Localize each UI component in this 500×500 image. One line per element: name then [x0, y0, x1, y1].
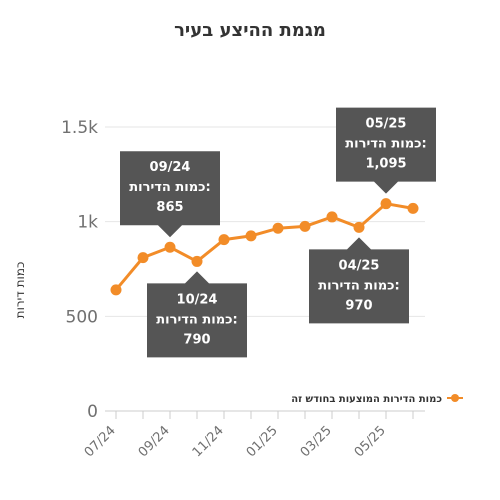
data-point	[137, 252, 149, 264]
x-tick-label: 05/25	[352, 423, 389, 460]
callout-value: 865	[156, 200, 183, 215]
callout-box	[309, 237, 409, 324]
data-point	[380, 198, 392, 210]
callouts: 09/24 כמות הדירות: 865 10/24 כמות הדירות: 790…	[120, 107, 436, 358]
x-tick-label: 07/24	[82, 423, 119, 460]
callout: 04/25 כמות הדירות: 970	[309, 237, 409, 324]
legend-label: כמות הדירות המוצעות בחודש זה	[291, 394, 442, 405]
data-point	[353, 221, 365, 233]
callout-label: כמות הדירות:	[318, 278, 399, 293]
callout-label: כמות הדירות:	[129, 180, 210, 195]
chart-title: מגמת ההיצע בעיר	[174, 20, 326, 41]
callout-box	[120, 151, 220, 238]
callout-label: כמות הדירות:	[156, 312, 237, 327]
callout-box	[147, 271, 247, 358]
callout-value: 790	[183, 332, 210, 347]
callout-value: 1,095	[365, 157, 406, 172]
data-point	[191, 255, 203, 267]
data-point	[164, 241, 176, 253]
series-group	[110, 198, 419, 296]
x-tick-label: 03/25	[298, 423, 335, 460]
callout-date: 04/25	[339, 258, 380, 273]
callout: 05/25 כמות הדירות: 1,095	[336, 107, 436, 194]
data-point	[326, 211, 338, 223]
legend[interactable]: כמות הדירות המוצעות בחודש זה	[291, 394, 463, 405]
data-point	[272, 222, 284, 234]
callout-date: 10/24	[177, 292, 218, 307]
x-tick-label: 11/24	[190, 423, 227, 460]
callout: 09/24 כמות הדירות: 865	[120, 151, 220, 238]
y-tick-label: 500	[66, 307, 98, 327]
callout-date: 05/25	[366, 117, 407, 132]
callout-date: 09/24	[150, 160, 191, 175]
y-tick-label: 1.5k	[61, 118, 98, 138]
callout-box	[336, 107, 436, 194]
y-axis-ticks: 0 500 1k 1.5k	[61, 118, 98, 422]
callout-value: 970	[345, 298, 372, 313]
y-axis-label: כמות דירות	[13, 262, 27, 319]
data-point	[110, 284, 122, 296]
y-tick-label: 0	[87, 402, 98, 422]
x-tick-label: 01/25	[244, 423, 281, 460]
legend-marker-icon	[451, 394, 459, 402]
data-point	[245, 230, 257, 242]
x-tick-label: 09/24	[136, 423, 173, 460]
x-axis-ticks: 07/24 09/24 11/24 01/25 03/25 05/25	[82, 411, 414, 460]
data-point	[299, 220, 311, 232]
y-tick-label: 1k	[77, 213, 98, 233]
callout-label: כמות הדירות:	[345, 137, 426, 152]
data-point	[218, 234, 230, 246]
data-point	[407, 202, 419, 214]
callout: 10/24 כמות הדירות: 790	[147, 271, 247, 358]
